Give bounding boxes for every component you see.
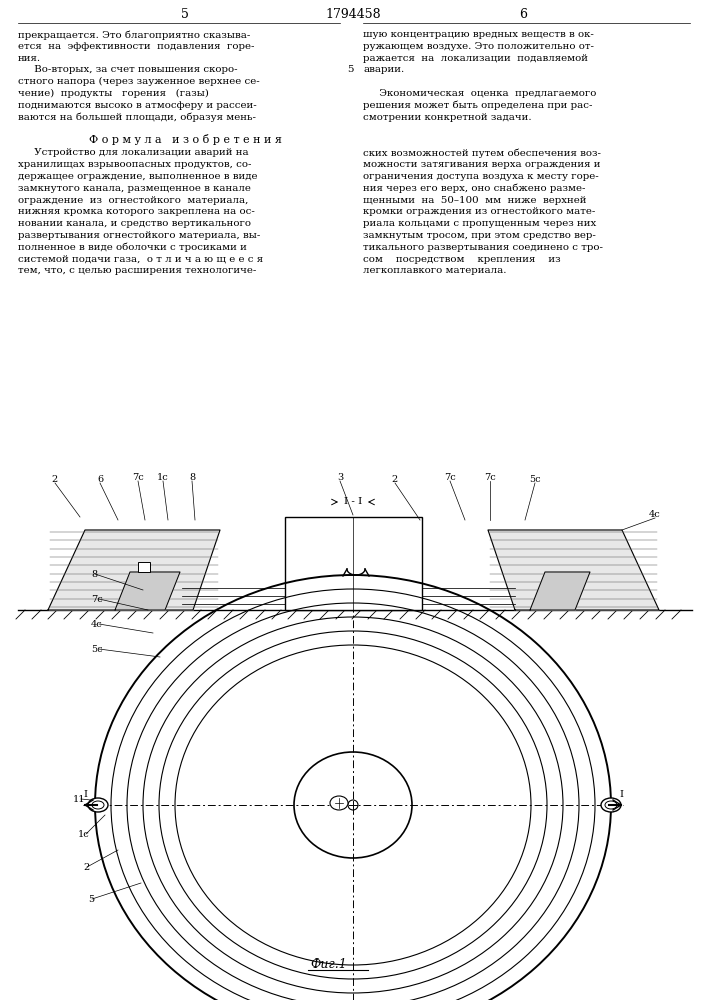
Text: можности затягивания верха ограждения и: можности затягивания верха ограждения и [363,160,600,169]
Ellipse shape [601,798,621,812]
Text: 7c: 7c [484,473,496,482]
Text: ваются на большей площади, образуя мень-: ваются на большей площади, образуя мень- [18,113,256,122]
Text: шую концентрацию вредных веществ в ок-: шую концентрацию вредных веществ в ок- [363,30,594,39]
Text: аварии.: аварии. [363,65,404,74]
Text: 7c: 7c [132,473,144,482]
Text: 4c: 4c [649,510,661,519]
Text: Во-вторых, за счет повышения скоро-: Во-вторых, за счет повышения скоро- [18,65,238,74]
Text: 1794458: 1794458 [325,8,381,21]
Text: системой подачи газа,  о т л и ч а ю щ е е с я: системой подачи газа, о т л и ч а ю щ е … [18,255,263,264]
Polygon shape [115,572,180,610]
Text: 7c: 7c [444,473,456,482]
Text: легкоплавкого материала.: легкоплавкого материала. [363,266,506,275]
Text: 2: 2 [52,475,58,484]
Text: 5: 5 [88,895,94,904]
Text: щенными  на  50–100  мм  ниже  верхней: щенными на 50–100 мм ниже верхней [363,196,587,205]
Text: 5: 5 [181,8,189,21]
Text: решения может быть определена при рас-: решения может быть определена при рас- [363,101,592,110]
Text: 8: 8 [189,473,195,482]
Text: 2: 2 [392,475,398,484]
Text: замкнутым тросом, при этом средство вер-: замкнутым тросом, при этом средство вер- [363,231,596,240]
Text: 1c: 1c [157,473,169,482]
Text: 5: 5 [347,65,354,74]
Text: развертывания огнестойкого материала, вы-: развертывания огнестойкого материала, вы… [18,231,260,240]
Text: новании канала, и средство вертикального: новании канала, и средство вертикального [18,219,251,228]
Text: 11: 11 [73,795,86,804]
Text: нижняя кромка которого закреплена на ос-: нижняя кромка которого закреплена на ос- [18,207,255,216]
Text: Экономическая  оценка  предлагаемого: Экономическая оценка предлагаемого [363,89,597,98]
Text: замкнутого канала, размещенное в канале: замкнутого канала, размещенное в канале [18,184,251,193]
Text: ражается  на  локализации  подавляемой: ражается на локализации подавляемой [363,54,588,63]
Ellipse shape [88,798,108,812]
Ellipse shape [330,796,348,810]
Text: 1c: 1c [78,830,90,839]
Text: Фиг.1: Фиг.1 [310,958,346,971]
Text: Ф о р м у л а   и з о б р е т е н и я: Ф о р м у л а и з о б р е т е н и я [88,134,281,145]
Text: сом    посредством    крепления    из: сом посредством крепления из [363,255,561,264]
Text: 7c: 7c [91,595,103,604]
Polygon shape [488,530,659,610]
Text: чение)  продукты   горения   (газы): чение) продукты горения (газы) [18,89,209,98]
Text: 5c: 5c [529,475,541,484]
Text: ружающем воздухе. Это положительно от-: ружающем воздухе. Это положительно от- [363,42,594,51]
Text: 6: 6 [97,475,103,484]
Text: полненное в виде оболочки с тросиками и: полненное в виде оболочки с тросиками и [18,243,247,252]
Text: 4c: 4c [91,620,103,629]
Polygon shape [48,530,220,610]
Bar [138,562,150,572]
Text: 6: 6 [519,8,527,21]
Text: ских возможностей путем обеспечения воз-: ских возможностей путем обеспечения воз- [363,148,601,158]
Text: поднимаются высоко в атмосферу и рассеи-: поднимаются высоко в атмосферу и рассеи- [18,101,257,110]
Text: Устройство для локализации аварий на: Устройство для локализации аварий на [18,148,249,157]
Text: кромки ограждения из огнестойкого мате-: кромки ограждения из огнестойкого мате- [363,207,595,216]
Text: I: I [83,790,87,799]
Text: 5c: 5c [91,645,103,654]
Text: 2: 2 [83,863,89,872]
Text: ограничения доступа воздуха к месту горе-: ограничения доступа воздуха к месту горе… [363,172,599,181]
Text: держащее ограждение, выполненное в виде: держащее ограждение, выполненное в виде [18,172,257,181]
Text: смотрении конкретной задачи.: смотрении конкретной задачи. [363,113,532,122]
Text: риала кольцами с пропущенным через них: риала кольцами с пропущенным через них [363,219,596,228]
Text: стного напора (через зауженное верхнее се-: стного напора (через зауженное верхнее с… [18,77,259,86]
Text: ограждение  из  огнестойкого  материала,: ограждение из огнестойкого материала, [18,196,248,205]
Text: прекращается. Это благоприятно сказыва-: прекращается. Это благоприятно сказыва- [18,30,250,39]
Text: 8: 8 [91,570,97,579]
Ellipse shape [348,800,358,810]
Text: хранилищах взрывоопасных продуктов, со-: хранилищах взрывоопасных продуктов, со- [18,160,252,169]
Text: тикального развертывания соединено с тро-: тикального развертывания соединено с тро… [363,243,603,252]
Text: ния.: ния. [18,54,41,63]
Text: I - I: I - I [344,497,362,506]
Text: I: I [619,790,623,799]
Text: тем, что, с целью расширения технологиче-: тем, что, с целью расширения технологиче… [18,266,257,275]
Text: 3: 3 [337,473,343,482]
Text: ется  на  эффективности  подавления  горе-: ется на эффективности подавления горе- [18,42,255,51]
Bar [285,517,422,610]
Text: ния через его верх, оно снабжено разме-: ния через его верх, оно снабжено разме- [363,184,585,193]
Polygon shape [530,572,590,610]
